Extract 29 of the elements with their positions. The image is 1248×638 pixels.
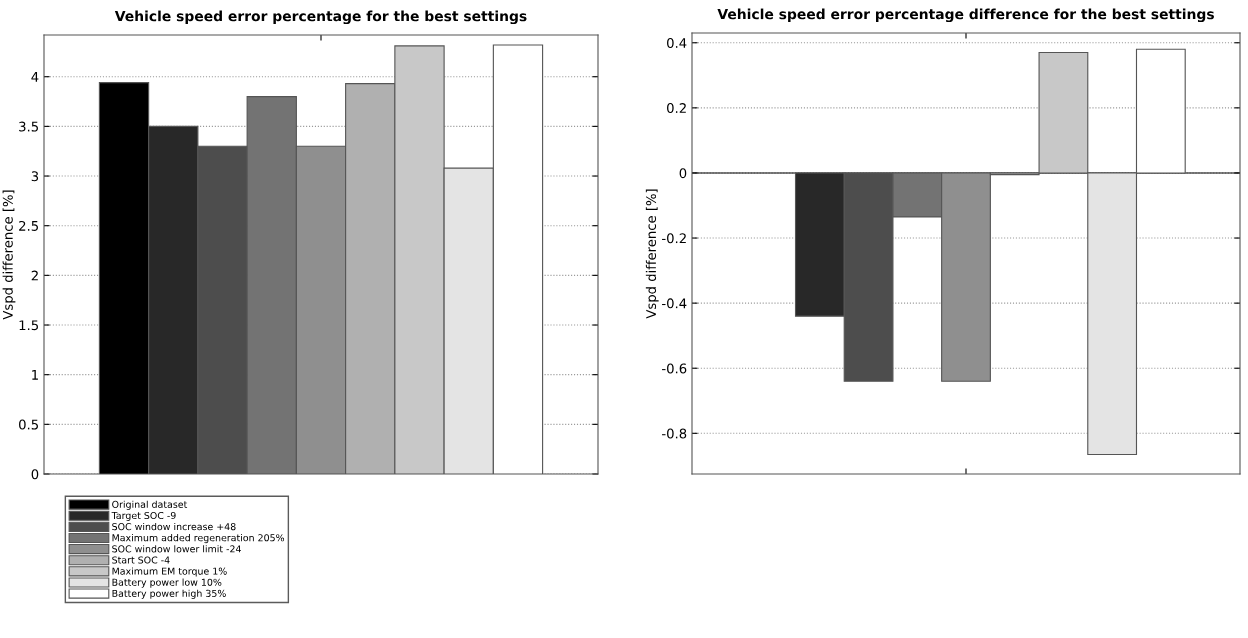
y-tick-label: 0 (679, 168, 687, 179)
y-tick-label: 0 (31, 469, 39, 480)
legend-label: Maximum added regeneration 205% (112, 534, 285, 544)
legend-label: Start SOC -4 (112, 556, 170, 564)
legend-label: Maximum EM torque 1% (112, 567, 227, 577)
y-tick-label: 3 (31, 171, 39, 182)
y-tick-label: 0.4 (667, 37, 687, 48)
y-tick-label: 3.5 (19, 121, 38, 132)
y-axis-title: Vspd difference [%] (645, 189, 659, 319)
y-tick-label: 4 (31, 72, 39, 82)
y-tick-label: 1.5 (19, 320, 38, 331)
y-tick-label: 2.5 (19, 220, 38, 231)
legend-label: Battery power low 10% (112, 578, 222, 588)
y-tick-label: -0.6 (662, 363, 687, 374)
y-tick-label: -0.2 (662, 233, 686, 244)
chart-title: Vehicle speed error percentage difference for the best settings (717, 8, 1214, 23)
y-tick-label: 1 (32, 370, 38, 380)
legend-label: SOC window increase +48 (112, 522, 236, 531)
y-tick-label: -0.8 (662, 428, 687, 439)
legend-label: Original dataset (112, 500, 188, 510)
legend-label: Target SOC -9 (111, 511, 176, 521)
legend-label: Battery power high 35% (112, 589, 226, 599)
y-tick-label: 0.5 (19, 419, 38, 430)
legend-label: SOC window lower limit -24 (112, 545, 241, 553)
y-tick-label: 0.2 (667, 103, 686, 114)
y-tick-label: -0.4 (662, 298, 687, 309)
y-axis-title: Vspd difference [%] (2, 190, 16, 320)
chart-title: Vehicle speed error percentage for the best settings (114, 10, 527, 25)
y-tick-label: 2 (31, 270, 38, 281)
